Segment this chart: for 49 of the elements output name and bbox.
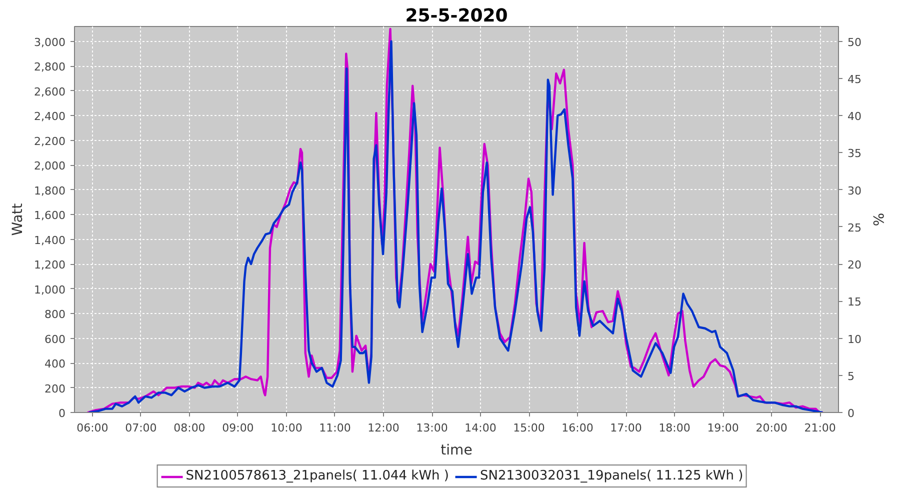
x-tick-label: 18:00	[658, 422, 690, 434]
x-tick-label: 12:00	[368, 422, 400, 434]
y2-tick-label: 10	[848, 332, 862, 346]
y2-tick-label: 5	[848, 370, 854, 383]
y-axis-title: Watt	[10, 202, 26, 236]
y-tick-label: 200	[44, 382, 66, 396]
y2-tick-label: 35	[848, 147, 862, 160]
x-tick-label: 19:00	[707, 422, 739, 434]
y2-tick-label: 30	[848, 184, 862, 198]
x-tick-label: 15:00	[513, 422, 545, 434]
y-tick-label: 1,000	[34, 283, 66, 296]
y-tick-label: 1,600	[34, 209, 66, 222]
x-tick-label: 11:00	[319, 422, 351, 434]
y-tick-label: 1,200	[34, 258, 66, 272]
y-tick-label: 0	[58, 407, 66, 420]
y-tick-label: 2,600	[34, 85, 66, 98]
x-tick-label: 09:00	[222, 422, 254, 434]
legend-label: SN2130032031_19panels( 11.125 kWh )	[480, 468, 744, 484]
x-tick-label: 21:00	[804, 422, 836, 434]
x-tick-label: 06:00	[76, 422, 108, 434]
legend-label: SN2100578613_21panels( 11.044 kWh )	[186, 468, 449, 484]
y2-tick-label: 50	[848, 36, 862, 49]
x-tick-label: 20:00	[756, 422, 788, 434]
y2-tick-label: 25	[848, 221, 862, 234]
y-tick-label: 2,200	[34, 134, 66, 148]
x-tick-label: 16:00	[562, 422, 594, 434]
y2-tick-label: 20	[848, 258, 862, 272]
x-tick-label: 08:00	[174, 422, 206, 434]
x-tick-label: 14:00	[464, 422, 496, 434]
x-tick-label: 17:00	[610, 422, 642, 434]
y2-tick-label: 0	[848, 407, 854, 420]
y-tick-label: 1,800	[34, 184, 66, 198]
y2-tick-label: 45	[848, 72, 862, 86]
y2-tick-label: 40	[848, 110, 862, 124]
y-tick-label: 3,000	[34, 36, 66, 49]
y-tick-label: 2,000	[34, 160, 66, 173]
x-tick-label: 10:00	[270, 422, 302, 434]
y-tick-label: 400	[44, 358, 66, 371]
y2-tick-label: 15	[848, 296, 862, 309]
y-tick-label: 2,400	[34, 110, 66, 124]
y-tick-label: 2,800	[34, 60, 66, 74]
chart-title: 25-5-2020	[405, 6, 508, 26]
y2-axis-title: %	[869, 212, 886, 226]
y-tick-label: 1,400	[34, 234, 66, 247]
y-tick-label: 800	[44, 308, 66, 322]
x-tick-label: 07:00	[125, 422, 157, 434]
y-tick-label: 600	[44, 332, 66, 346]
x-axis-title: time	[440, 442, 472, 458]
x-tick-label: 13:00	[416, 422, 448, 434]
